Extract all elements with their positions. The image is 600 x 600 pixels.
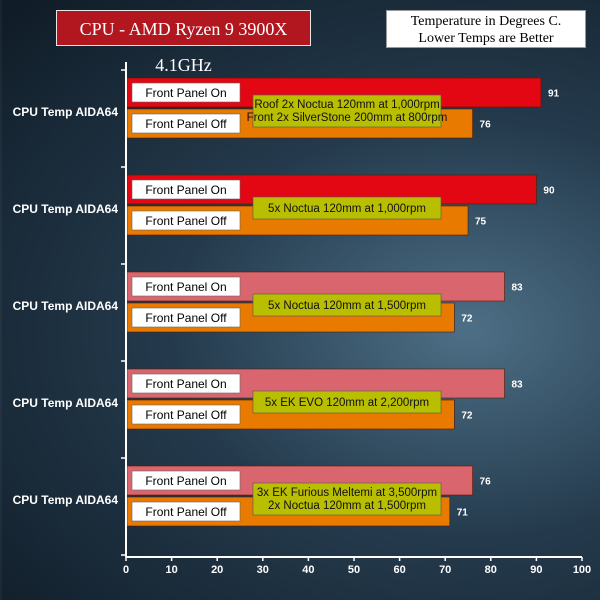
category-label: CPU Temp AIDA64 (13, 493, 119, 507)
category-label: CPU Temp AIDA64 (13, 396, 119, 410)
x-tick-label: 20 (211, 564, 223, 576)
data-label: 76 (480, 120, 492, 131)
series-label-box (131, 276, 241, 297)
config-text: 5x Noctua 120mm at 1,000rpm (268, 203, 426, 215)
chart-title: CPU - AMD Ryzen 9 3900X 4.1GHz (56, 10, 311, 75)
config-box (252, 196, 442, 220)
data-label: 71 (457, 508, 469, 519)
data-label: 72 (461, 411, 473, 422)
category-label: CPU Temp AIDA64 (13, 299, 119, 313)
series-label-box (131, 373, 241, 394)
series-label: Front Panel Off (145, 214, 227, 228)
config-text: Front 2x SilverStone 200mm at 800rpm (247, 112, 448, 124)
series-label-box (131, 210, 241, 231)
data-label: 76 (480, 477, 492, 488)
x-tick-label: 50 (348, 564, 360, 576)
data-label: 90 (543, 186, 555, 197)
config-box (252, 293, 442, 317)
x-tick-label: 30 (257, 564, 269, 576)
subtitle-line-2: Lower Temps are Better (418, 31, 554, 46)
series-label-box (131, 404, 241, 425)
data-label: 75 (475, 217, 487, 228)
subtitle-line-1: Temperature in Degrees C. (410, 14, 562, 29)
x-tick-label: 40 (302, 564, 314, 576)
config-text: Roof 2x Noctua 120mm at 1,000rpm (254, 99, 439, 111)
x-tick-label: 80 (485, 564, 497, 576)
config-text: 3x EK Furious Meltemi at 3,500rpm (257, 487, 437, 499)
x-tick-label: 70 (439, 564, 451, 576)
chart-subtitle: Temperature in Degrees C. Lower Temps ar… (386, 10, 586, 48)
series-label: Front Panel Off (145, 311, 227, 325)
config-text: 5x Noctua 120mm at 1,500rpm (268, 300, 426, 312)
config-text: 2x Noctua 120mm at 1,500rpm (268, 500, 426, 512)
series-label: Front Panel On (145, 86, 226, 100)
series-label-box (131, 307, 241, 328)
series-label: Front Panel Off (145, 117, 227, 131)
series-label-box (131, 179, 241, 200)
series-label-box (131, 470, 241, 491)
series-label: Front Panel On (145, 183, 226, 197)
x-tick-label: 90 (530, 564, 542, 576)
category-label: CPU Temp AIDA64 (13, 105, 119, 119)
config-box (252, 482, 442, 516)
series-label: Front Panel On (145, 377, 226, 391)
series-label: Front Panel On (145, 474, 226, 488)
x-tick-label: 10 (165, 564, 177, 576)
x-tick-label: 100 (573, 564, 591, 576)
data-label: 91 (548, 89, 560, 100)
series-label: Front Panel Off (145, 408, 227, 422)
x-tick-label: 60 (393, 564, 405, 576)
data-label: 72 (461, 314, 473, 325)
config-text: 5x EK EVO 120mm at 2,200rpm (265, 397, 429, 409)
series-label-box (131, 113, 241, 134)
category-label: CPU Temp AIDA64 (13, 202, 119, 216)
x-tick-label: 0 (123, 564, 129, 576)
config-box (252, 390, 442, 414)
series-label: Front Panel On (145, 280, 226, 294)
config-box (252, 94, 442, 128)
data-label: 83 (511, 283, 523, 294)
series-label: Front Panel Off (145, 505, 227, 519)
data-label: 83 (511, 380, 523, 391)
series-label-box (131, 82, 241, 103)
series-label-box (131, 501, 241, 522)
